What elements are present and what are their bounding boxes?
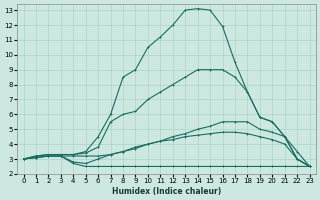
X-axis label: Humidex (Indice chaleur): Humidex (Indice chaleur) <box>112 187 221 196</box>
